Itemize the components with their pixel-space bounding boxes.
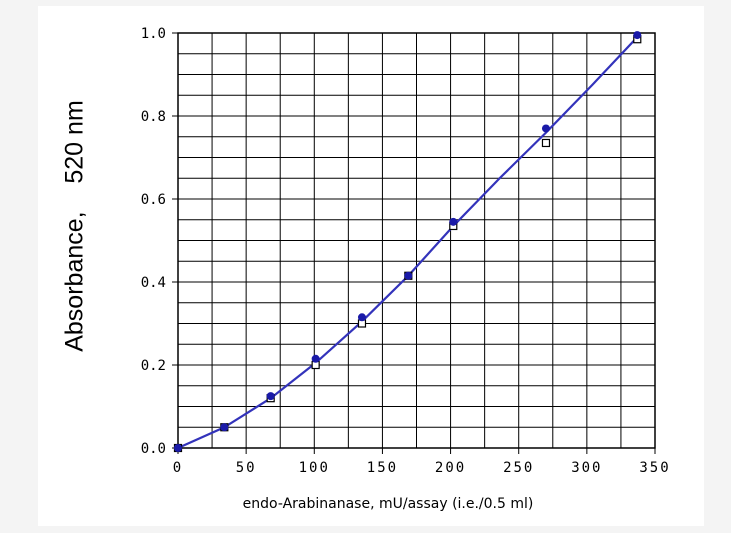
filled-circle-point [357,313,366,322]
filled-circle-point [449,217,458,226]
y-tick-label: 1.0 [141,26,166,42]
y-tick-label: 0.6 [141,192,166,208]
y-axis-label-box [48,50,100,402]
y-tick-labels: 0.0 0.2 0.4 0.6 0.8 1.0 [141,26,166,457]
x-tick-label: 50 [236,460,257,476]
chart-background [38,6,704,526]
filled-circle-point [633,31,642,40]
x-tick-label: 300 [571,460,602,476]
fit-line [177,36,639,450]
grid-lines [177,32,656,449]
y-tick-label: 0.4 [141,275,166,291]
filled-circle-point [220,423,229,432]
x-tick-label: 150 [367,460,398,476]
x-tick-label: 100 [299,460,330,476]
open-square-point [541,138,551,148]
x-tick-label: 200 [435,460,466,476]
filled-circle-point [541,124,550,133]
filled-circle-point [311,354,320,363]
x-tick-label: 0 [173,460,183,476]
y-tick-label: 0.2 [141,358,166,374]
filled-circle-point [404,271,413,280]
x-tick-label: 350 [639,460,670,476]
y-tick-label: 0.0 [141,441,166,457]
plot-frame [177,32,656,449]
x-tick-label: 250 [503,460,534,476]
x-axis-label: endo-Arabinanase, mU/assay (i.e./0.5 ml) [243,496,534,512]
filled-circle-point [174,444,182,452]
y-tick-label: 0.8 [141,109,166,125]
data-series [173,31,642,453]
x-tick-labels: 0 50 100 150 200 250 300 350 [173,460,670,476]
filled-circle-point [266,392,275,401]
